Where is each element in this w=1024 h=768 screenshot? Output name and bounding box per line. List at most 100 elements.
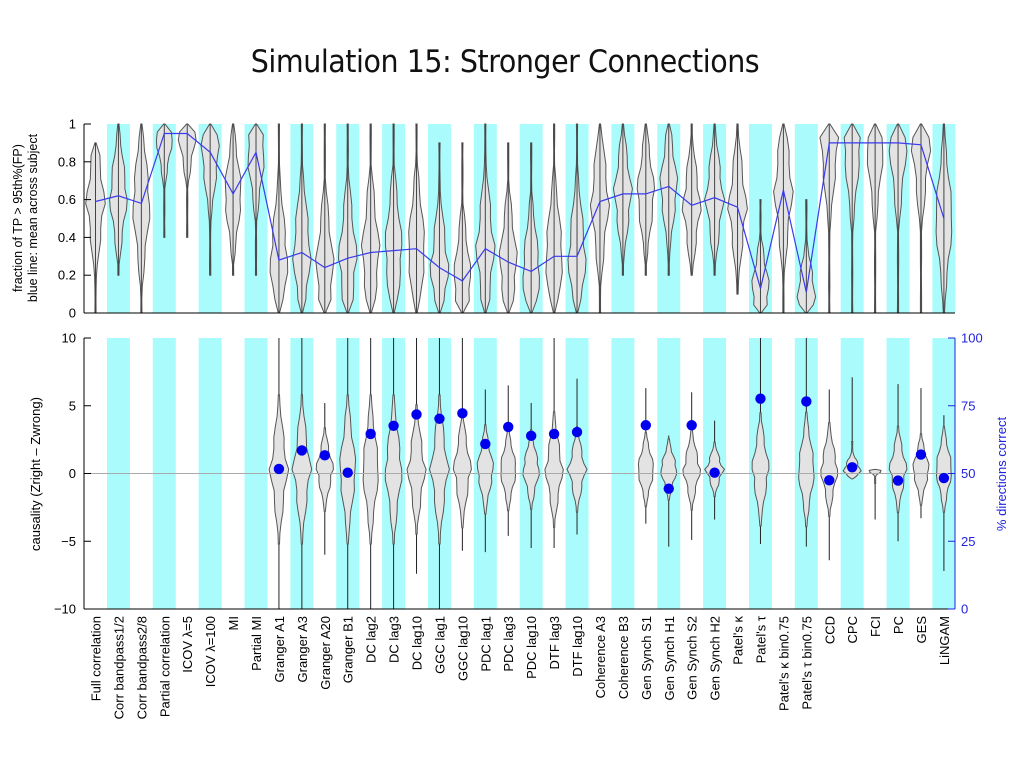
bottom-violin: [637, 431, 654, 508]
x-tick-label: Gen Synch S1: [639, 616, 654, 700]
percent-correct-dot: [365, 428, 376, 440]
percent-correct-dot: [755, 393, 766, 404]
bottom-y-tick-label: 5: [69, 398, 76, 413]
bottom-violin: [935, 426, 952, 513]
top-y-tick-label: 0.2: [58, 268, 76, 283]
bottom-violin: [868, 468, 882, 484]
bottom-y-tick-label: −10: [54, 602, 76, 617]
percent-correct-dot: [938, 472, 950, 484]
top-y-tick-label: 0: [69, 306, 76, 321]
percent-correct-dot: [480, 438, 491, 450]
bottom-violin: [888, 425, 908, 514]
bottom-violin: [315, 427, 334, 512]
x-tick-label: GES: [914, 616, 929, 644]
percent-correct-dot: [640, 420, 652, 431]
bottom-violin: [476, 424, 494, 515]
x-tick-label: DC lag2: [364, 616, 379, 663]
top-y-tick-label: 0.8: [58, 154, 76, 169]
mean-line-group: [95, 132, 945, 293]
bottom-violin: [452, 410, 472, 529]
percent-correct-dot: [801, 396, 812, 407]
x-tick-label: Granger A3: [295, 616, 310, 683]
percent-dots: [273, 393, 950, 494]
x-tick-label: GGC lag1: [432, 616, 447, 674]
bottom-violin: [522, 429, 540, 510]
percent-correct-dot: [342, 467, 353, 478]
percent-correct-dot: [709, 467, 720, 478]
x-tick-label: Granger A20: [318, 616, 333, 690]
bottom-y-tick-label: −5: [61, 534, 76, 549]
x-tick-label: Partial correlation: [157, 616, 172, 717]
percent-correct-dot: [846, 462, 858, 473]
bottom-violin: [362, 394, 379, 545]
x-tick-label: LiNGAM: [937, 616, 952, 665]
x-tick-label: Gen Synch S2: [685, 616, 700, 700]
x-tick-label: CPC: [845, 616, 860, 643]
x-tick-label: Coherence A3: [593, 616, 608, 698]
bottom-violin: [566, 426, 588, 513]
bottom-violin: [912, 433, 930, 506]
x-tick-label: PDC lag3: [501, 616, 516, 672]
x-tick-label: Gen Synch H2: [708, 616, 723, 701]
x-tick-label: DC lag3: [387, 616, 402, 663]
bottom-violin: [406, 404, 427, 535]
x-tick-label: PDC lag10: [524, 616, 539, 679]
x-tick-label: Granger B1: [341, 616, 356, 683]
x-tick-label: ICOV λ=5: [180, 616, 195, 673]
x-tick-label: DTF lag10: [570, 616, 585, 677]
x-tick-label: Gen Synch H1: [662, 616, 677, 701]
percent-correct-dot: [457, 408, 468, 419]
bottom-y-tick-label: 0: [69, 466, 76, 481]
x-tick-label: DC lag10: [410, 616, 425, 670]
x-tick-label: GGC lag10: [455, 616, 470, 681]
top-y-axis-label: fraction of TP > 95th%(FP): [11, 144, 25, 292]
bottom-violin: [291, 394, 313, 545]
bottom-violin: [660, 438, 678, 501]
percent-correct-dot: [548, 428, 560, 440]
x-tick-label: MI: [226, 616, 241, 630]
percent-correct-dot: [503, 421, 514, 433]
percent-correct-dot: [892, 475, 904, 486]
x-tick-label: Coherence B3: [616, 616, 631, 699]
x-tick-label: Corr bandpass1/2: [111, 616, 126, 719]
right-y-tick-label: 75: [961, 398, 975, 413]
x-tick-label: Full correlation: [89, 616, 104, 701]
percent-correct-dot: [571, 426, 583, 438]
x-tick-label: ICOV λ=100: [203, 616, 218, 687]
right-y-tick-label: 50: [961, 466, 975, 481]
percent-correct-dot: [663, 483, 674, 494]
percent-correct-dot: [388, 420, 399, 432]
bottom-violin: [384, 394, 403, 545]
bottom-violin: [798, 411, 815, 528]
top-y-tick-label: 0.6: [58, 192, 76, 207]
right-y-tick-label: 25: [961, 534, 975, 549]
mean-line: [95, 132, 945, 293]
percent-correct-dot: [686, 420, 697, 431]
percent-correct-dot: [434, 413, 445, 424]
slide-title: Simulation 15: Stronger Connections: [250, 44, 760, 80]
percent-correct-dot: [525, 430, 537, 442]
top-y-axis-label-2: blue line: mean across subject: [26, 133, 40, 302]
x-tick-label: Patel's κ bin0.75: [776, 616, 791, 711]
top-y-tick-label: 0.4: [58, 230, 76, 245]
percent-correct-dot: [411, 409, 422, 420]
right-y-tick-label: 100: [961, 331, 983, 346]
axes: 0 0.2 0.4 0.6 0.8 1 fraction of TP > 95th%(FP)…: [11, 117, 1009, 617]
x-tick-label: Patel's τ bin0.75: [799, 616, 814, 710]
x-tick-label: PDC lag1: [478, 616, 493, 672]
x-tick-labels: Full correlation Corr bandpass1/2 Corr ban…: [89, 615, 952, 719]
bottom-violin: [428, 394, 450, 545]
percent-correct-dot: [296, 445, 308, 456]
bottom-y-axis-label: causality (Zright – Zwrong): [28, 397, 43, 551]
percent-correct-dot: [824, 475, 835, 486]
x-tick-label: Partial MI: [249, 616, 264, 671]
x-tick-label: Patel's κ: [731, 616, 746, 665]
x-tick-label: Patel's τ: [754, 615, 769, 663]
percent-correct-dot: [319, 450, 330, 461]
right-y-axis-label: % directions correct: [994, 417, 1009, 532]
right-y-tick-label: 0: [961, 602, 968, 617]
x-tick-label: FCI: [868, 616, 883, 637]
top-y-tick-label: 1: [69, 117, 76, 132]
bottom-violin: [820, 421, 839, 517]
